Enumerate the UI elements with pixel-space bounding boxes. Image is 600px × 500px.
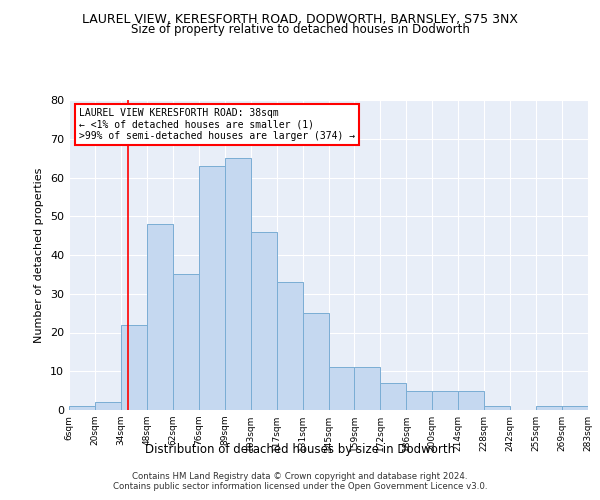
Bar [95, 402, 121, 410]
Text: LAUREL VIEW KERESFORTH ROAD: 38sqm
← <1% of detached houses are smaller (1)
>99%: LAUREL VIEW KERESFORTH ROAD: 38sqm ← <1%… [79, 108, 356, 141]
Text: LAUREL VIEW, KERESFORTH ROAD, DODWORTH, BARNSLEY, S75 3NX: LAUREL VIEW, KERESFORTH ROAD, DODWORTH, … [82, 12, 518, 26]
Text: Size of property relative to detached houses in Dodworth: Size of property relative to detached ho… [131, 22, 469, 36]
Bar [199, 166, 224, 410]
Bar [173, 274, 199, 410]
Bar [433, 390, 458, 410]
Bar [69, 406, 95, 410]
Bar [406, 390, 432, 410]
Bar [147, 224, 173, 410]
Text: Contains HM Land Registry data © Crown copyright and database right 2024.: Contains HM Land Registry data © Crown c… [132, 472, 468, 481]
Bar [302, 313, 329, 410]
Bar [277, 282, 302, 410]
Bar [562, 406, 588, 410]
Text: Distribution of detached houses by size in Dodworth: Distribution of detached houses by size … [145, 442, 455, 456]
Bar [121, 325, 147, 410]
Bar [329, 368, 355, 410]
Text: Contains public sector information licensed under the Open Government Licence v3: Contains public sector information licen… [113, 482, 487, 491]
Y-axis label: Number of detached properties: Number of detached properties [34, 168, 44, 342]
Bar [484, 406, 510, 410]
Bar [251, 232, 277, 410]
Bar [458, 390, 484, 410]
Bar [355, 368, 380, 410]
Bar [536, 406, 562, 410]
Bar [225, 158, 251, 410]
Bar [380, 383, 406, 410]
